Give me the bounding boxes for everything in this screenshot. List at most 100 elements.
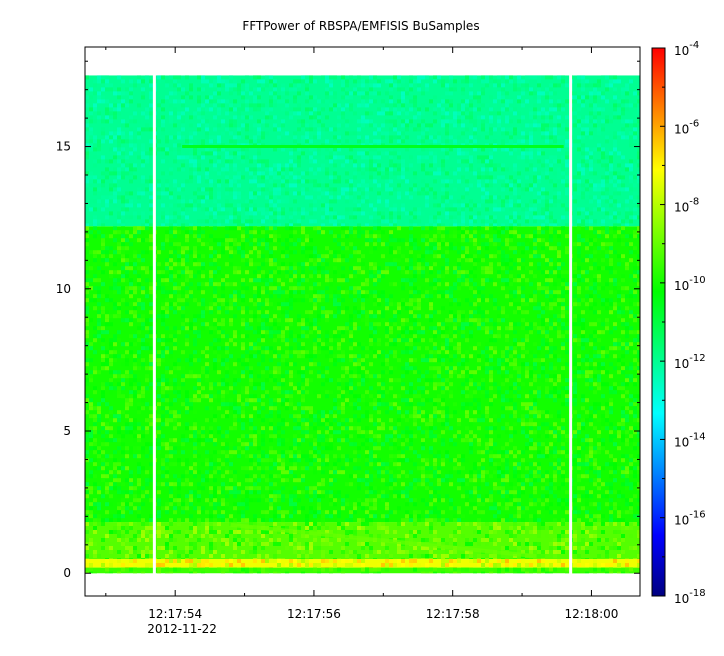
noise-cell bbox=[289, 382, 293, 387]
noise-cell bbox=[557, 390, 561, 395]
noise-cell bbox=[141, 434, 145, 439]
noise-cell bbox=[433, 262, 437, 267]
noise-cell bbox=[461, 322, 465, 327]
noise-cell bbox=[89, 374, 93, 379]
noise-cell bbox=[129, 370, 133, 375]
noise-cell bbox=[421, 571, 425, 574]
noise-cell bbox=[105, 350, 109, 355]
noise-cell bbox=[93, 286, 97, 291]
noise-cell bbox=[537, 262, 541, 267]
noise-cell bbox=[553, 398, 557, 403]
noise-cell bbox=[169, 270, 173, 275]
noise-cell bbox=[453, 246, 457, 251]
noise-cell bbox=[457, 250, 461, 255]
noise-cell bbox=[213, 326, 217, 331]
noise-cell bbox=[289, 334, 293, 339]
noise-cell bbox=[185, 530, 189, 534]
noise-cell bbox=[245, 238, 249, 243]
noise-cell bbox=[133, 446, 137, 451]
noise-cell bbox=[189, 362, 193, 367]
noise-cell bbox=[625, 294, 629, 299]
noise-cell bbox=[205, 526, 209, 530]
noise-cell bbox=[529, 422, 533, 427]
noise-cell bbox=[613, 366, 617, 371]
noise-cell bbox=[113, 238, 117, 243]
noise-cell bbox=[109, 386, 113, 391]
noise-cell bbox=[381, 378, 385, 383]
noise-cell bbox=[485, 446, 489, 451]
noise-cell bbox=[393, 282, 397, 287]
noise-cell bbox=[89, 414, 93, 419]
noise-cell bbox=[381, 270, 385, 275]
noise-cell bbox=[293, 550, 297, 554]
noise-cell bbox=[301, 374, 305, 379]
noise-cell bbox=[233, 302, 237, 307]
noise-cell bbox=[393, 338, 397, 343]
noise-cell bbox=[249, 571, 253, 574]
noise-cell bbox=[281, 282, 285, 287]
noise-cell bbox=[385, 270, 389, 275]
noise-cell bbox=[417, 266, 421, 271]
noise-cell bbox=[429, 282, 433, 287]
noise-cell bbox=[537, 414, 541, 419]
noise-cell bbox=[249, 234, 253, 239]
noise-cell bbox=[633, 270, 637, 275]
noise-cell bbox=[193, 530, 197, 534]
noise-cell bbox=[581, 406, 585, 411]
noise-cell bbox=[157, 567, 161, 572]
noise-cell bbox=[365, 294, 369, 299]
noise-cell bbox=[149, 322, 153, 327]
noise-cell bbox=[149, 326, 153, 331]
noise-cell bbox=[93, 554, 97, 558]
noise-cell bbox=[249, 418, 253, 423]
noise-cell bbox=[361, 366, 365, 371]
noise-cell bbox=[253, 230, 257, 235]
noise-cell bbox=[557, 550, 561, 554]
noise-cell bbox=[561, 430, 565, 435]
noise-cell bbox=[621, 526, 625, 530]
noise-cell bbox=[449, 390, 453, 395]
noise-cell bbox=[585, 258, 589, 263]
noise-cell bbox=[229, 298, 233, 303]
noise-cell bbox=[421, 390, 425, 395]
noise-cell bbox=[497, 274, 501, 279]
noise-cell bbox=[561, 538, 565, 542]
noise-cell bbox=[613, 434, 617, 439]
noise-cell bbox=[533, 294, 537, 299]
noise-cell bbox=[385, 362, 389, 367]
noise-cell bbox=[589, 358, 593, 363]
noise-cell bbox=[517, 290, 521, 295]
noise-cell bbox=[141, 522, 145, 526]
noise-cell bbox=[397, 550, 401, 554]
noise-cell bbox=[177, 274, 181, 279]
noise-cell bbox=[145, 294, 149, 299]
noise-cell bbox=[565, 386, 569, 391]
noise-cell bbox=[233, 530, 237, 534]
noise-cell bbox=[461, 254, 465, 259]
noise-cell bbox=[221, 282, 225, 287]
noise-cell bbox=[161, 242, 165, 247]
noise-cell bbox=[529, 330, 533, 335]
noise-cell bbox=[273, 542, 277, 546]
noise-cell bbox=[373, 298, 377, 303]
noise-cell bbox=[533, 362, 537, 367]
noise-cell bbox=[541, 322, 545, 327]
noise-cell bbox=[245, 334, 249, 339]
noise-cell bbox=[473, 274, 477, 279]
noise-cell bbox=[369, 338, 373, 343]
noise-cell bbox=[397, 446, 401, 451]
noise-cell bbox=[297, 262, 301, 267]
noise-cell bbox=[185, 410, 189, 415]
noise-cell bbox=[261, 538, 265, 542]
noise-cell bbox=[85, 554, 89, 558]
noise-cell bbox=[513, 262, 517, 267]
noise-cell bbox=[421, 234, 425, 239]
noise-cell bbox=[493, 226, 497, 231]
noise-cell bbox=[277, 559, 281, 563]
noise-cell bbox=[117, 438, 121, 443]
noise-cell bbox=[333, 266, 337, 271]
noise-cell bbox=[413, 338, 417, 343]
noise-cell bbox=[629, 438, 633, 443]
noise-cell bbox=[405, 270, 409, 275]
noise-cell bbox=[345, 326, 349, 331]
